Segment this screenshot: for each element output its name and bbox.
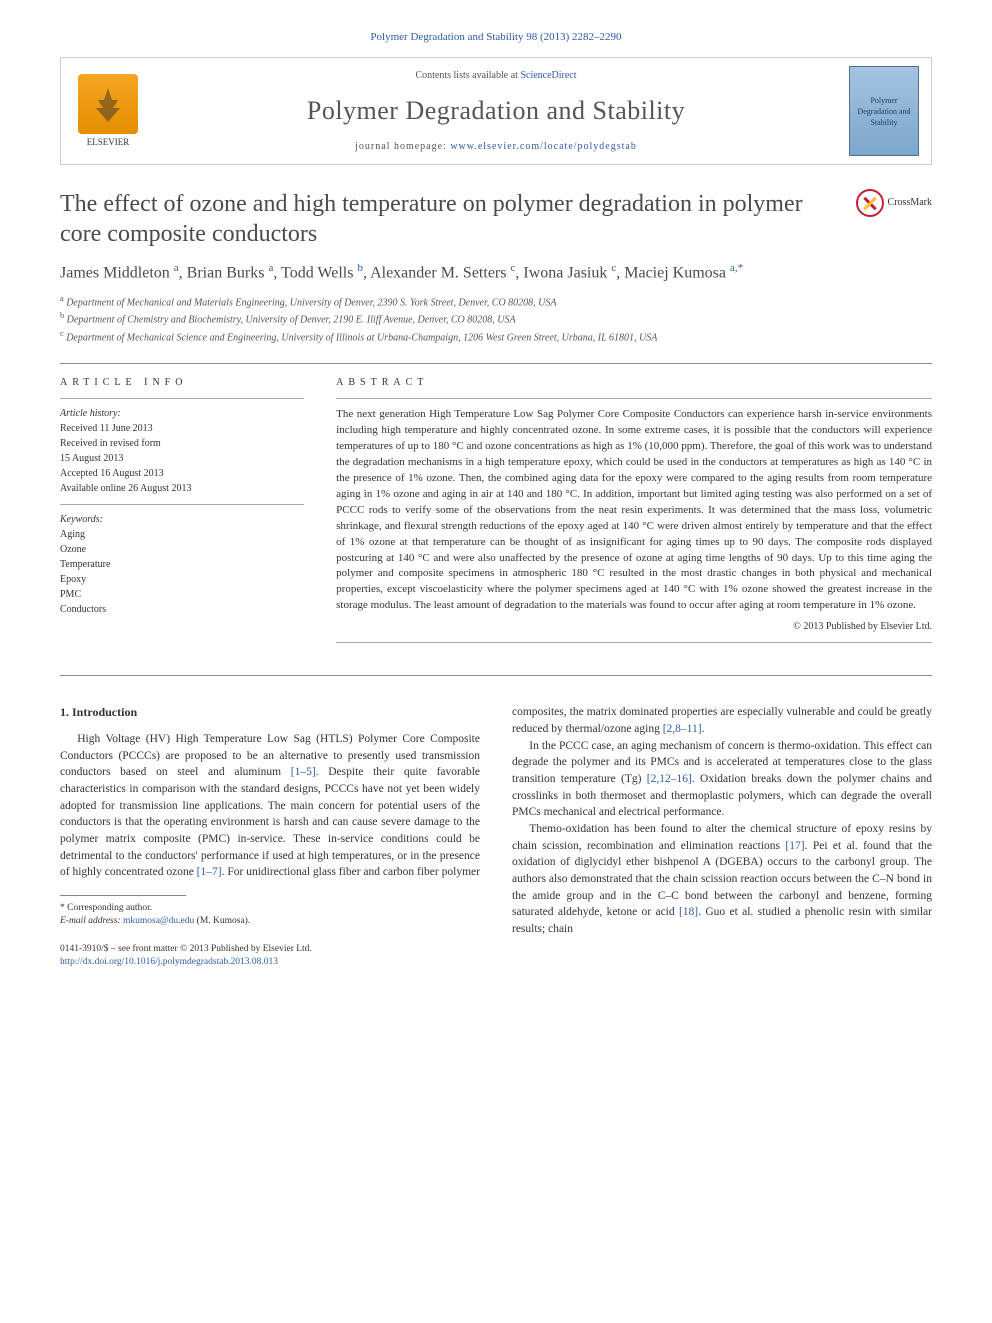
footnote-rule [60, 895, 186, 896]
elsevier-tree-icon [78, 74, 138, 134]
contents-prefix: Contents lists available at [415, 70, 520, 81]
abstract-column: ABSTRACT The next generation High Temper… [336, 376, 932, 651]
homepage-prefix: journal homepage: [355, 141, 450, 152]
intro-para-1: High Voltage (HV) High Temperature Low S… [60, 731, 480, 881]
journal-banner: ELSEVIER Contents lists available at Sci… [60, 57, 932, 165]
journal-cover-thumbnail: Polymer Degradation and Stability [849, 66, 919, 156]
publisher-name: ELSEVIER [87, 136, 130, 149]
section-1-heading: 1. Introduction [60, 704, 480, 721]
cover-text: Polymer Degradation and Stability [854, 95, 914, 129]
journal-name: Polymer Degradation and Stability [143, 93, 849, 129]
sciencedirect-link[interactable]: ScienceDirect [520, 70, 576, 81]
mid-rule [60, 675, 932, 676]
corresp-label: * Corresponding author. [60, 902, 480, 915]
email-link[interactable]: mkumosa@du.edu [123, 916, 194, 926]
abstract-heading: ABSTRACT [336, 376, 932, 390]
keywords-label: Keywords: [60, 513, 304, 527]
intro-para-4: Themo-oxidation has been found to alter … [512, 821, 932, 938]
issn-line: 0141-3910/$ – see front matter © 2013 Pu… [60, 943, 480, 956]
crossmark-badge[interactable]: CrossMark [856, 189, 932, 217]
affiliations-block: a Department of Mechanical and Materials… [60, 293, 932, 345]
header-citation: Polymer Degradation and Stability 98 (20… [60, 30, 932, 45]
doi-link[interactable]: http://dx.doi.org/10.1016/j.polymdegrads… [60, 957, 278, 967]
abstract-copyright: © 2013 Published by Elsevier Ltd. [336, 620, 932, 634]
history-list: Received 11 June 2013Received in revised… [60, 421, 304, 496]
email-label: E-mail address: [60, 916, 121, 926]
email-author-name: (M. Kumosa). [197, 916, 251, 926]
history-label: Article history: [60, 407, 304, 421]
homepage-line: journal homepage: www.elsevier.com/locat… [143, 140, 849, 154]
top-rule [60, 363, 932, 364]
corresponding-author-footnote: * Corresponding author. E-mail address: … [60, 902, 480, 929]
intro-para-3: In the PCCC case, an aging mechanism of … [512, 738, 932, 821]
homepage-link[interactable]: www.elsevier.com/locate/polydegstab [450, 141, 637, 152]
contents-available-line: Contents lists available at ScienceDirec… [143, 69, 849, 83]
crossmark-icon [856, 189, 884, 217]
abstract-text: The next generation High Temperature Low… [336, 407, 932, 614]
publisher-logo-block: ELSEVIER [73, 74, 143, 149]
intro-para-2: composites, the matrix dominated propert… [512, 704, 932, 737]
keywords-list: AgingOzoneTemperatureEpoxyPMCConductors [60, 527, 304, 617]
article-info-heading: ARTICLE INFO [60, 376, 304, 390]
authors-line: James Middleton a, Brian Burks a, Todd W… [60, 261, 932, 285]
crossmark-label: CrossMark [888, 196, 932, 210]
left-column: 1. Introduction High Voltage (HV) High T… [60, 704, 480, 969]
right-column: composites, the matrix dominated propert… [512, 704, 932, 969]
article-title: The effect of ozone and high temperature… [60, 189, 840, 249]
bottom-meta: 0141-3910/$ – see front matter © 2013 Pu… [60, 943, 480, 970]
article-info-column: ARTICLE INFO Article history: Received 1… [60, 376, 304, 651]
